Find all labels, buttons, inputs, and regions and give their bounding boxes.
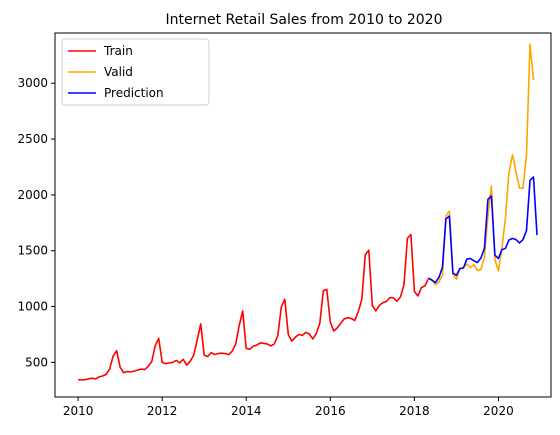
legend: Train Valid Prediction (61, 38, 210, 106)
x-tick-label: 2014 (231, 404, 262, 418)
y-axis: 500 1000 1500 2000 2500 3000 (17, 76, 55, 369)
y-tick-label: 3000 (17, 76, 48, 90)
chart-title: Internet Retail Sales from 2010 to 2020 (165, 12, 442, 28)
legend-label: Train (103, 44, 133, 58)
x-axis: 2010 2012 2014 2016 2018 2020 (63, 397, 514, 418)
x-tick-label: 2012 (147, 404, 178, 418)
y-tick-label: 2500 (17, 132, 48, 146)
series-layer (78, 43, 538, 381)
y-tick-label: 1500 (17, 244, 48, 258)
legend-label: Prediction (104, 86, 164, 100)
x-tick-label: 2016 (315, 404, 346, 418)
legend-label: Valid (104, 65, 133, 79)
y-tick-label: 2000 (17, 188, 48, 202)
y-tick-label: 1000 (17, 300, 48, 314)
legend-box (61, 38, 210, 106)
x-tick-label: 2018 (399, 404, 430, 418)
plot-frame (54, 32, 552, 398)
x-tick-label: 2010 (63, 404, 94, 418)
series-line-valid (428, 43, 535, 286)
series-line-train (78, 233, 430, 381)
x-tick-label: 2020 (483, 404, 514, 418)
y-tick-label: 500 (25, 355, 48, 369)
series-line-prediction (428, 176, 538, 284)
